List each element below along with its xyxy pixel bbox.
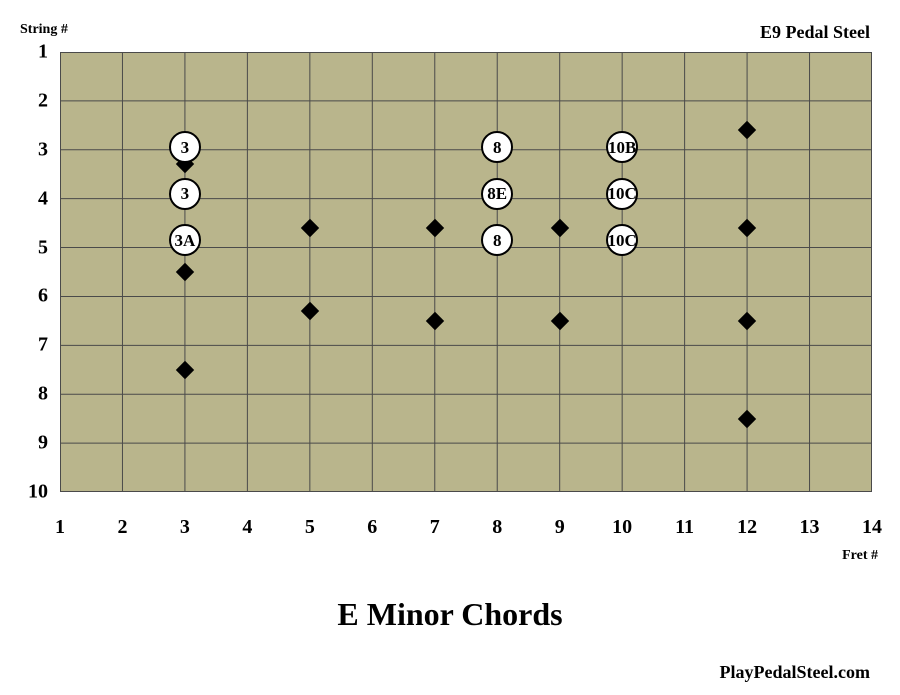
fret-number-label: 9 — [545, 516, 575, 539]
fret-number-label: 12 — [732, 516, 762, 539]
fret-number-label: 14 — [857, 516, 887, 539]
chord-note-bubble: 10C — [606, 224, 638, 256]
string-number-label: 6 — [24, 285, 48, 308]
string-number-label: 1 — [24, 41, 48, 64]
fret-number-label: 13 — [795, 516, 825, 539]
fretboard: 123456789101234567891011121314333A88E810… — [60, 52, 872, 492]
string-number-label: 7 — [24, 334, 48, 357]
fret-axis-label: Fret # — [842, 548, 878, 564]
string-number-label: 3 — [24, 138, 48, 161]
chord-note-bubble: 8E — [481, 178, 513, 210]
fret-number-label: 8 — [482, 516, 512, 539]
chord-note-bubble: 10C — [606, 178, 638, 210]
chord-note-bubble: 8 — [481, 224, 513, 256]
string-number-label: 5 — [24, 236, 48, 259]
string-number-label: 10 — [24, 481, 48, 504]
chord-note-bubble: 10B — [606, 131, 638, 163]
chord-note-bubble: 3A — [169, 224, 201, 256]
fret-number-label: 10 — [607, 516, 637, 539]
fret-number-label: 7 — [420, 516, 450, 539]
fret-number-label: 3 — [170, 516, 200, 539]
string-number-label: 4 — [24, 187, 48, 210]
fret-number-label: 6 — [357, 516, 387, 539]
fret-number-label: 4 — [232, 516, 262, 539]
site-credit: PlayPedalSteel.com — [720, 662, 870, 683]
chord-note-bubble: 8 — [481, 131, 513, 163]
chord-note-bubble: 3 — [169, 131, 201, 163]
page-title: E Minor Chords — [0, 596, 900, 633]
tuning-label: E9 Pedal Steel — [760, 22, 870, 43]
fret-number-label: 2 — [107, 516, 137, 539]
string-number-label: 2 — [24, 89, 48, 112]
fret-number-label: 11 — [670, 516, 700, 539]
string-axis-label: String # — [20, 22, 68, 38]
fret-number-label: 1 — [45, 516, 75, 539]
string-number-label: 9 — [24, 432, 48, 455]
string-number-label: 8 — [24, 383, 48, 406]
chord-note-bubble: 3 — [169, 178, 201, 210]
fret-number-label: 5 — [295, 516, 325, 539]
